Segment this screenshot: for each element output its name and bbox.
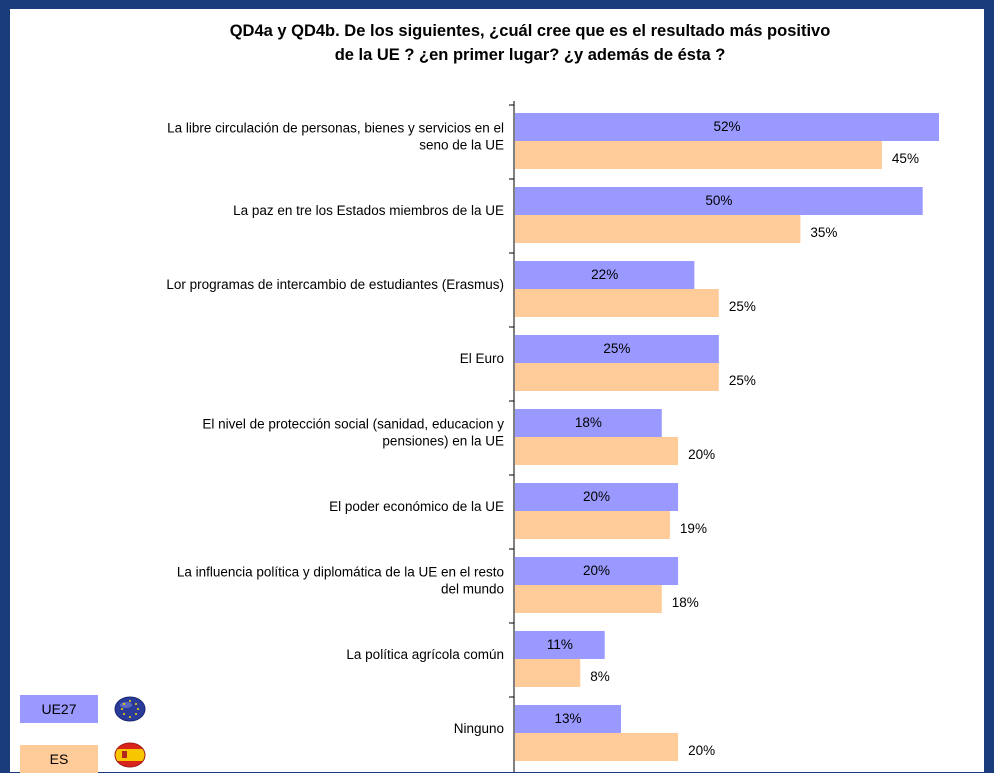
bar-es	[515, 733, 679, 761]
category-label: El Euro	[460, 351, 504, 366]
data-label-ue27: 13%	[554, 711, 581, 726]
data-label-ue27: 25%	[603, 341, 630, 356]
data-label-es: 45%	[892, 151, 919, 166]
data-label-es: 8%	[590, 669, 610, 684]
bar-es	[515, 585, 662, 613]
bar-ue27	[515, 705, 621, 733]
data-label-ue27: 18%	[575, 415, 602, 430]
data-label-es: 35%	[810, 225, 837, 240]
data-label-ue27: 52%	[713, 119, 740, 134]
bar-es	[515, 141, 882, 169]
bar-es	[515, 437, 679, 465]
bar-chart: La libre circulación de personas, bienes…	[166, 101, 939, 772]
category-label: Ninguno	[454, 721, 504, 736]
bar-es	[515, 289, 719, 317]
category-label: La influencia política y diplomática de …	[177, 565, 504, 597]
bar-es	[515, 215, 801, 243]
data-label-es: 20%	[688, 743, 715, 758]
bar-ue27	[515, 335, 719, 363]
data-label-es: 20%	[688, 447, 715, 462]
category-label: El nivel de protección social (sanidad, …	[202, 417, 504, 449]
eu-flag-icon	[114, 696, 146, 722]
legend-ue27-label: UE27	[41, 701, 77, 717]
bar-es	[515, 659, 581, 687]
legend-es-label: ES	[49, 751, 69, 767]
data-label-ue27: 20%	[583, 489, 610, 504]
data-label-es: 25%	[729, 299, 756, 314]
chart-panel: QD4a y QD4b. De los siguientes, ¿cuál cr…	[10, 9, 984, 773]
bar-ue27	[515, 187, 923, 215]
category-label: La libre circulación de personas, bienes…	[167, 121, 504, 153]
bar-ue27	[515, 631, 605, 659]
data-label-ue27: 50%	[705, 193, 732, 208]
data-label-es: 18%	[672, 595, 699, 610]
bar-es	[515, 511, 670, 539]
data-label-es: 19%	[680, 521, 707, 536]
bar-ue27	[515, 483, 679, 511]
bar-ue27	[515, 409, 662, 437]
chart-title: QD4a y QD4b. De los siguientes, ¿cuál cr…	[229, 22, 831, 64]
category-label: La política agrícola común	[346, 647, 504, 662]
bar-ue27	[515, 557, 679, 585]
data-label-es: 25%	[729, 373, 756, 388]
spain-flag-icon	[114, 742, 146, 768]
data-label-ue27: 22%	[591, 267, 618, 282]
legend-es: ES	[20, 745, 98, 773]
category-label: La paz en tre los Estados miembros de la…	[233, 203, 504, 218]
data-label-ue27: 20%	[583, 563, 610, 578]
category-label: El poder económico de la UE	[329, 499, 504, 514]
bar-ue27	[515, 261, 695, 289]
legend-ue27: UE27	[20, 695, 98, 723]
bar-ue27	[515, 113, 939, 141]
data-label-ue27: 11%	[547, 637, 573, 652]
category-label: Lor programas de intercambio de estudian…	[166, 277, 504, 292]
bar-es	[515, 363, 719, 391]
